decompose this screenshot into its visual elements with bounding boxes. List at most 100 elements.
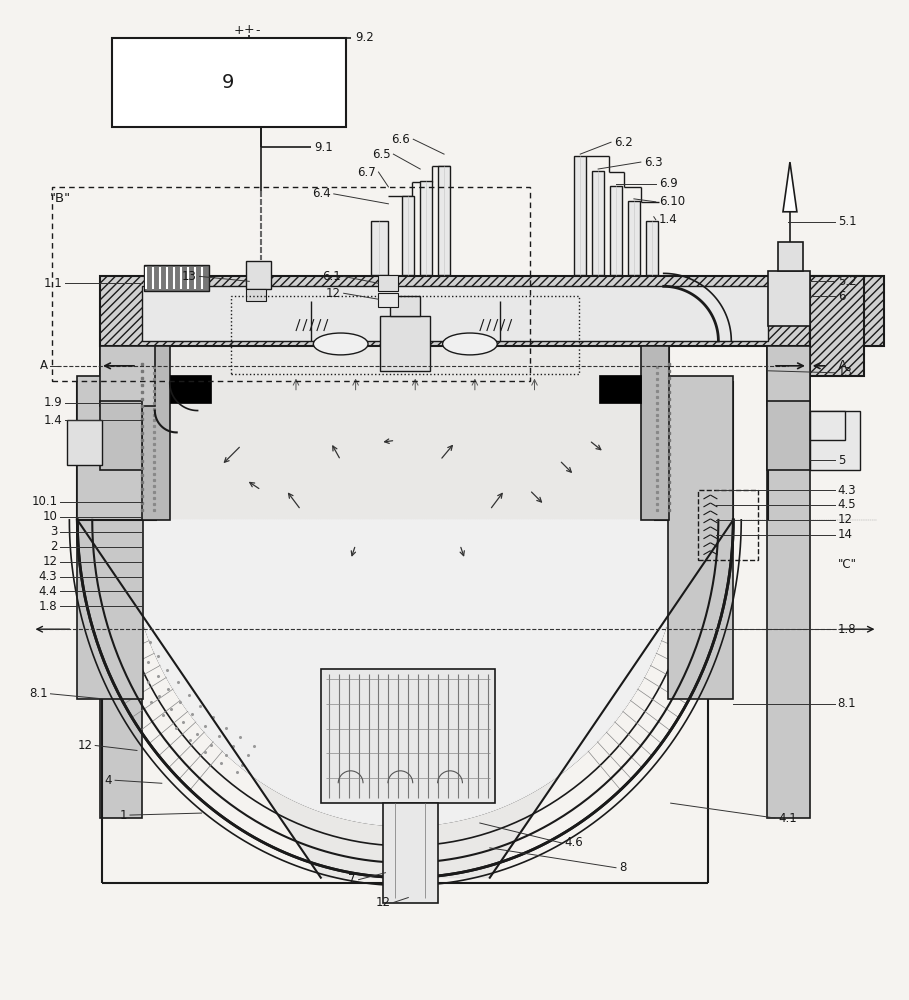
Text: A: A	[39, 359, 47, 372]
Text: 9.1: 9.1	[314, 141, 333, 154]
Bar	[645, 221, 658, 275]
Text: 6.6: 6.6	[392, 133, 410, 146]
Text: 4.4: 4.4	[39, 585, 57, 598]
Ellipse shape	[314, 333, 368, 355]
Bar	[778, 242, 803, 271]
Bar	[232, 296, 579, 374]
Bar	[67, 420, 102, 465]
Text: 6: 6	[838, 290, 845, 303]
Bar	[810, 276, 864, 376]
Bar	[767, 401, 810, 470]
Bar	[246, 261, 271, 289]
Text: 6.1: 6.1	[322, 270, 341, 283]
Bar	[371, 221, 388, 275]
Text: 4.3: 4.3	[838, 484, 856, 497]
Text: 1: 1	[119, 809, 127, 822]
Bar	[170, 375, 212, 403]
Bar	[610, 186, 622, 275]
Text: 1.4: 1.4	[44, 414, 63, 427]
Bar	[142, 286, 768, 341]
Text: 2: 2	[50, 540, 57, 553]
Bar	[810, 411, 860, 470]
Bar	[100, 401, 142, 470]
Text: 14: 14	[838, 528, 853, 541]
Bar	[100, 346, 155, 406]
Text: 1.1: 1.1	[44, 277, 63, 290]
Text: 13: 13	[838, 366, 853, 379]
Text: 4.1: 4.1	[778, 812, 797, 825]
Text: 8.1: 8.1	[838, 697, 856, 710]
Text: 9: 9	[222, 73, 235, 92]
Text: 6.3: 6.3	[644, 156, 663, 169]
Text: 4.5: 4.5	[838, 498, 856, 511]
Polygon shape	[77, 346, 734, 878]
Text: 6.5: 6.5	[372, 148, 390, 161]
Bar	[390, 296, 420, 316]
Bar	[592, 171, 604, 275]
Text: 5.2: 5.2	[838, 275, 856, 288]
Text: 1.4: 1.4	[659, 213, 677, 226]
Polygon shape	[127, 520, 684, 826]
Bar	[698, 490, 758, 560]
Bar	[378, 293, 398, 307]
Bar	[100, 276, 810, 346]
Bar	[668, 376, 734, 699]
Bar	[599, 375, 641, 403]
Bar	[641, 346, 669, 520]
Text: 1.9: 1.9	[44, 396, 63, 409]
Bar	[767, 346, 810, 818]
Text: A: A	[838, 359, 847, 373]
Bar	[144, 265, 208, 291]
Text: "C": "C"	[838, 558, 856, 571]
Text: 10: 10	[43, 510, 57, 523]
Text: 6.9: 6.9	[659, 177, 677, 190]
Text: 6.10: 6.10	[659, 195, 684, 208]
Text: -: -	[255, 24, 259, 37]
Bar	[100, 346, 142, 818]
Text: 8: 8	[619, 861, 626, 874]
Bar	[574, 156, 586, 275]
Text: 10.1: 10.1	[31, 495, 57, 508]
Bar	[438, 166, 450, 275]
Text: +: +	[234, 24, 245, 37]
Text: 5.1: 5.1	[838, 215, 856, 228]
Text: 7: 7	[348, 873, 355, 886]
Bar	[767, 346, 810, 406]
Bar	[53, 187, 530, 381]
Text: 4: 4	[105, 774, 112, 787]
Bar	[628, 201, 640, 275]
Text: 4.3: 4.3	[39, 570, 57, 583]
Text: 4.6: 4.6	[564, 836, 583, 849]
Text: 6.4: 6.4	[312, 187, 331, 200]
Text: 5: 5	[838, 454, 845, 467]
Polygon shape	[783, 162, 797, 212]
Bar	[403, 196, 415, 275]
Text: 1.8: 1.8	[838, 623, 856, 636]
Bar	[384, 803, 438, 903]
Text: 12: 12	[43, 555, 57, 568]
Bar	[810, 276, 884, 346]
Bar	[378, 275, 398, 291]
Text: 13: 13	[182, 270, 196, 283]
Ellipse shape	[443, 333, 497, 355]
Bar	[246, 289, 266, 301]
Bar	[112, 38, 345, 127]
Text: "B": "B"	[49, 192, 71, 205]
Text: 9.2: 9.2	[355, 31, 375, 44]
Text: 12: 12	[325, 287, 341, 300]
Text: 12: 12	[77, 739, 92, 752]
Bar	[420, 181, 432, 275]
Bar	[381, 316, 430, 371]
Bar	[768, 271, 810, 326]
Text: 8.1: 8.1	[29, 687, 47, 700]
Text: 1.8: 1.8	[39, 600, 57, 613]
Bar	[810, 411, 844, 440]
Bar	[142, 346, 170, 520]
Bar	[321, 669, 494, 803]
Text: 3: 3	[50, 525, 57, 538]
Text: +: +	[244, 23, 255, 36]
Text: 12: 12	[838, 513, 853, 526]
Text: 6.2: 6.2	[614, 136, 633, 149]
Text: 12: 12	[375, 896, 390, 909]
Bar	[77, 376, 143, 699]
